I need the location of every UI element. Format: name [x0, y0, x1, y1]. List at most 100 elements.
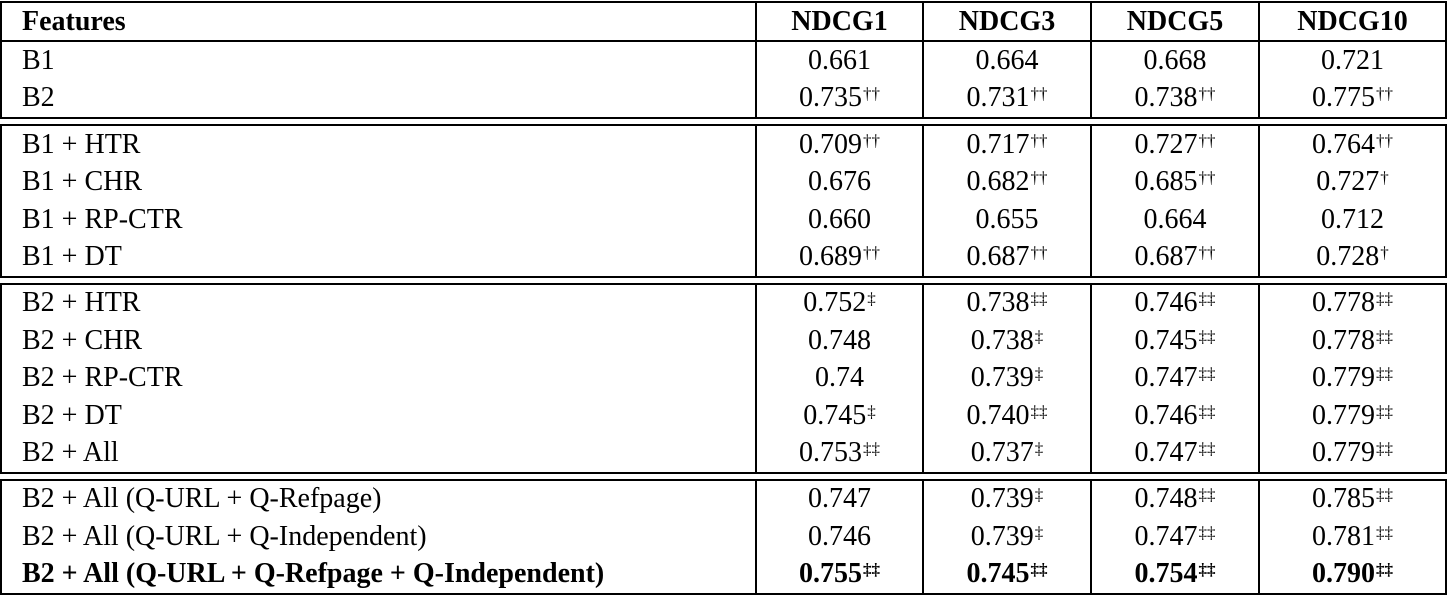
table-row: B2 0.735 †† 0.731 †† 0.738 †† 0.775 †† [2, 79, 1445, 118]
value-cell: 0.764 †† [1258, 126, 1445, 164]
value-cell: 0.689 †† [755, 238, 922, 276]
value: 0.745 [1134, 324, 1198, 356]
value: 0.739 [970, 483, 1034, 515]
value-cell: 0.778 ‡‡ [1258, 284, 1445, 323]
value-cell: 0.660 [755, 200, 922, 239]
value-cell: 0.739 ‡ [922, 359, 1090, 397]
table-row: B1 + HTR 0.709 †† 0.717 †† 0.727 †† 0.764 †† [2, 126, 1445, 164]
value: 0.745 [803, 399, 867, 431]
value: 0.779 [1312, 362, 1375, 394]
value: 0.664 [975, 45, 1039, 77]
value-cell: 0.661 [755, 42, 922, 80]
value-cell: 0.752 ‡ [755, 284, 922, 323]
value-cell: 0.754 ‡‡ [1090, 555, 1258, 593]
value: 0.655 [975, 203, 1039, 235]
value: 0.731 [966, 82, 1030, 114]
table-row: B1 + CHR 0.676 0.682 †† 0.685 †† 0.727 † [2, 163, 1445, 201]
value: 0.737 [970, 436, 1034, 468]
value: 0.752 [803, 287, 867, 319]
value: 0.781 [1312, 520, 1375, 552]
value: 0.748 [808, 324, 871, 356]
row-label: B1 + CHR [22, 166, 143, 198]
value: 0.687 [1134, 241, 1198, 273]
value: 0.661 [808, 45, 871, 77]
value: 0.785 [1312, 483, 1375, 515]
value: 0.689 [799, 241, 862, 273]
row-group: B2 + All (Q-URL + Q-Refpage) 0.747 0.739 ‡ 0… [0, 478, 1447, 595]
value-cell: 0.747 [755, 480, 922, 519]
value-cell: 0.685 †† [1090, 163, 1258, 201]
value-cell: 0.746 ‡‡ [1090, 284, 1258, 323]
value: 0.727 [1134, 128, 1198, 160]
value-cell: 0.709 †† [755, 126, 922, 164]
value: 0.754 [1134, 558, 1198, 590]
value-cell: 0.717 †† [922, 126, 1090, 164]
value-cell: 0.753 ‡‡ [755, 434, 922, 472]
value-cell: 0.664 [1090, 200, 1258, 239]
value-cell: 0.727 †† [1090, 126, 1258, 164]
row-label: B1 + HTR [22, 128, 141, 160]
value: 0.717 [966, 128, 1030, 160]
value-cell: 0.738 †† [1090, 79, 1258, 118]
value-cell: 0.737 ‡ [922, 434, 1090, 472]
value-cell: 0.687 †† [922, 238, 1090, 276]
value-cell: 0.775 †† [1258, 79, 1445, 118]
value-cell: 0.74 [755, 359, 922, 397]
value: 0.721 [1321, 45, 1384, 77]
value-cell: 0.745 ‡ [755, 396, 922, 435]
value-cell: 0.745 ‡‡ [922, 555, 1090, 593]
value-cell: 0.727 † [1258, 163, 1445, 201]
header-row: Features NDCG1 NDCG3 NDCG5 NDCG10 [2, 3, 1445, 41]
value: 0.668 [1143, 45, 1207, 77]
value: 0.748 [1134, 483, 1198, 515]
table-row: B2 + All (Q-URL + Q-Refpage) 0.747 0.739 ‡ 0… [2, 480, 1445, 519]
row-label: B1 + RP-CTR [22, 203, 183, 235]
value: 0.753 [799, 436, 862, 468]
value-cell: 0.712 [1258, 200, 1445, 239]
row-label: B2 + HTR [22, 287, 141, 319]
table-row: B2 + HTR 0.752 ‡ 0.738 ‡‡ 0.746 ‡‡ 0.778 ‡‡ [2, 284, 1445, 323]
value-cell: 0.747 ‡‡ [1090, 518, 1258, 556]
table-row: B2 + All (Q-URL + Q-Refpage + Q-Independ… [2, 555, 1445, 593]
value: 0.790 [1312, 558, 1375, 590]
row-group: B1 + HTR 0.709 †† 0.717 †† 0.727 †† 0.764 †† B1 +… [0, 124, 1447, 278]
value: 0.747 [1134, 520, 1198, 552]
value: 0.660 [808, 203, 871, 235]
value: 0.740 [966, 399, 1030, 431]
value-cell: 0.721 [1258, 42, 1445, 80]
value-cell: 0.739 ‡ [922, 518, 1090, 556]
value: 0.747 [808, 483, 871, 515]
value: 0.738 [966, 287, 1030, 319]
value-cell: 0.747 ‡‡ [1090, 434, 1258, 472]
value-cell: 0.779 ‡‡ [1258, 396, 1445, 435]
value-cell: 0.779 ‡‡ [1258, 434, 1445, 472]
table-row: B1 0.661 0.664 0.668 0.721 [2, 42, 1445, 80]
value: 0.746 [1134, 399, 1198, 431]
value-cell: 0.668 [1090, 42, 1258, 80]
value-cell: 0.779 ‡‡ [1258, 359, 1445, 397]
value: 0.738 [1134, 82, 1198, 114]
table-row: B2 + DT 0.745 ‡ 0.740 ‡‡ 0.746 ‡‡ 0.779 ‡‡ [2, 396, 1445, 435]
row-label: B2 + RP-CTR [22, 362, 183, 394]
value-cell: 0.785 ‡‡ [1258, 480, 1445, 519]
value: 0.727 [1316, 166, 1380, 198]
value: 0.764 [1312, 128, 1375, 160]
value-cell: 0.739 ‡ [922, 480, 1090, 519]
row-label: B2 + CHR [22, 324, 143, 356]
value-cell: 0.790 ‡‡ [1258, 555, 1445, 593]
value-cell: 0.781 ‡‡ [1258, 518, 1445, 556]
table-row: B2 + All 0.753 ‡‡ 0.737 ‡ 0.747 ‡‡ 0.779 ‡‡ [2, 434, 1445, 472]
table-row: B1 + RP-CTR 0.660 0.655 0.664 0.712 [2, 200, 1445, 239]
table-row: B2 + CHR 0.748 0.738 ‡ 0.745 ‡‡ 0.778 ‡‡ [2, 322, 1445, 360]
row-label: B1 + DT [22, 241, 122, 273]
value-cell: 0.740 ‡‡ [922, 396, 1090, 435]
value: 0.746 [1134, 287, 1198, 319]
value: 0.746 [808, 520, 871, 552]
value-cell: 0.747 ‡‡ [1090, 359, 1258, 397]
value: 0.755 [799, 558, 862, 590]
value-cell: 0.738 ‡ [922, 322, 1090, 360]
table-row: B1 + DT 0.689 †† 0.687 †† 0.687 †† 0.728 † [2, 238, 1445, 276]
header-cell: NDCG1 [755, 3, 922, 41]
